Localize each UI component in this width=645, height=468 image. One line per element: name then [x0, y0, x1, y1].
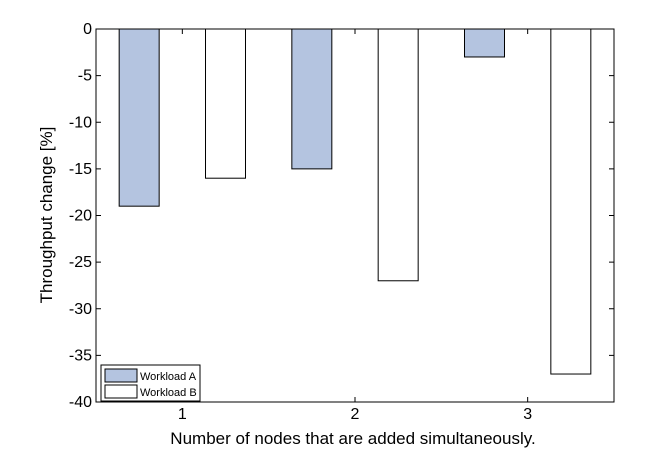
- x-tick-label: 2: [351, 406, 360, 423]
- y-tick-label: -15: [69, 161, 92, 178]
- ticks-layer: 0 -5 -10 -15 -20 -25 -30 -35 -40 1 2 3: [69, 21, 614, 423]
- legend-swatch-workload-a: [104, 368, 138, 383]
- legend-swatch-workload-b: [104, 384, 138, 399]
- bar-workload-b-1: [205, 28, 246, 179]
- y-tick-label: -5: [78, 68, 92, 85]
- bar-workload-a-3: [464, 28, 505, 58]
- x-tick-label: 3: [523, 406, 532, 423]
- y-tick-label: 0: [83, 21, 92, 38]
- bars-layer: [118, 28, 592, 375]
- axes-layer: [95, 28, 615, 403]
- bar-workload-a-1: [118, 28, 160, 207]
- y-tick-label: -30: [69, 301, 92, 318]
- bar-workload-b-2: [377, 28, 419, 282]
- y-tick-label: -25: [69, 254, 92, 271]
- y-tick-label: -10: [69, 114, 92, 131]
- legend-label-workload-b: Workload B: [140, 387, 197, 399]
- y-tick-label: -40: [69, 394, 92, 411]
- y-tick-label: -35: [69, 347, 92, 364]
- y-axis-label: Throughput change [%]: [37, 127, 56, 304]
- bar-workload-a-2: [291, 28, 333, 170]
- bar-workload-b-3: [550, 28, 592, 375]
- x-axis-label: Number of nodes that are added simultane…: [170, 429, 535, 448]
- legend-label-workload-a: Workload A: [140, 371, 197, 383]
- y-tick-label: -20: [69, 208, 92, 225]
- legend: Workload A Workload B: [100, 364, 201, 402]
- x-tick-label: 1: [178, 406, 187, 423]
- plot-frame: [95, 28, 615, 403]
